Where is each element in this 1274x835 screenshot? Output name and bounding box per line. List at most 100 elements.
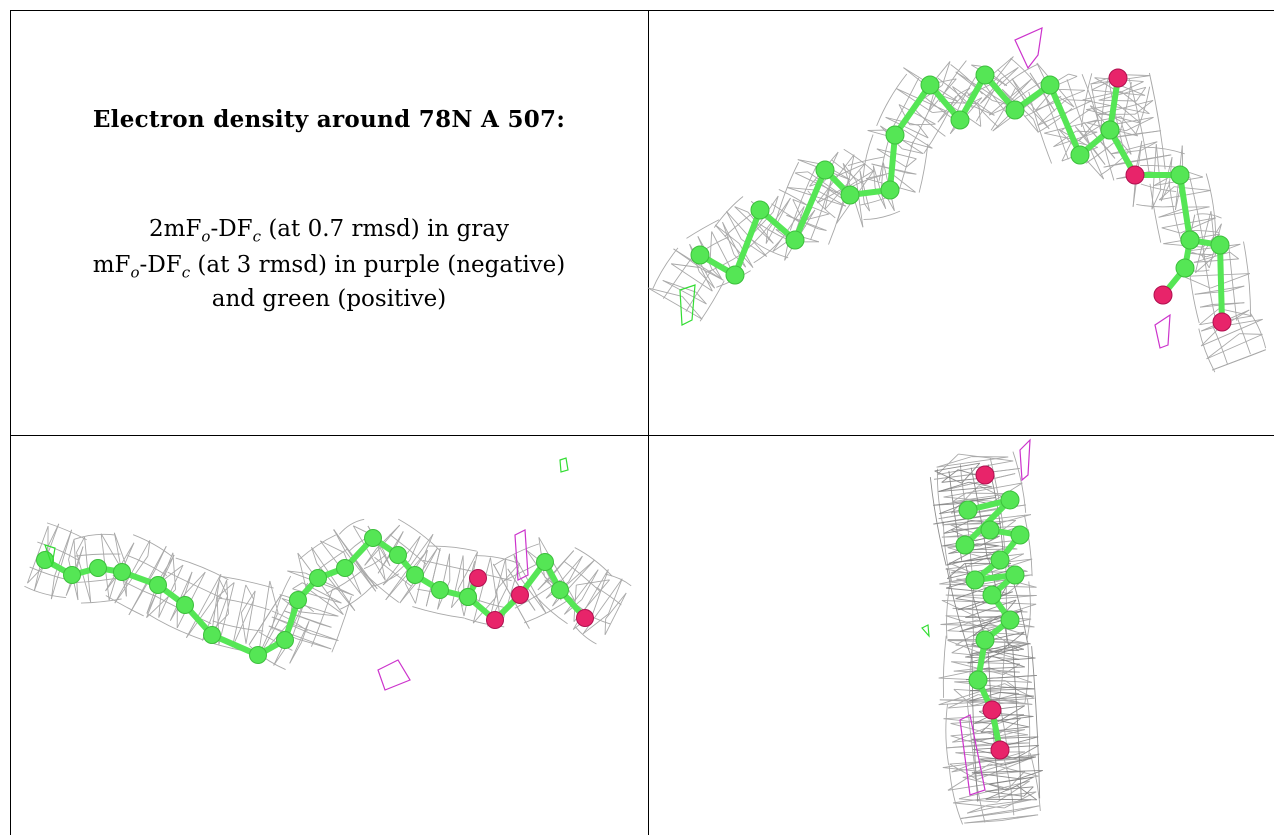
carbon-atom [276,631,294,649]
mesh-strand [1031,646,1041,799]
mesh-cross-line [248,609,272,645]
positive-density-blob [679,284,696,326]
mesh-cross-line [943,519,971,534]
table-top-border [10,10,1274,11]
mesh-cross-line [722,222,735,255]
mesh-strand [1243,241,1252,317]
mesh-cross-line [604,618,607,635]
mesh-cross-line [934,462,980,472]
mesh-strand [311,588,333,647]
mesh-cross-line [1136,87,1147,102]
carbon-atom [406,566,424,584]
mesh-cross-line [269,580,279,613]
mesh-cross-line [1003,663,1021,675]
mesh-cross-line [947,763,990,791]
mesh-cross-line [1061,141,1072,162]
mesh-cross-line [947,694,979,709]
mesh-strand [1023,514,1033,577]
carbon-atom [536,553,554,571]
carbon-atom [815,160,835,180]
mesh-cross-line [519,577,547,614]
mesh-cross-line [876,148,917,160]
mesh-strand [389,534,427,565]
mesh-cross-line [257,593,294,660]
mesh-strand [652,247,679,290]
mesh-strand [929,477,947,566]
mesh-strand [523,598,571,624]
mesh-cross-line [824,178,833,210]
mesh-strand [216,597,270,611]
mesh-cross-line [1084,136,1106,165]
mesh-strand [363,554,387,570]
mesh-cross-line [450,555,464,608]
view-bottom-left [24,457,632,691]
mesh-cross-line [802,213,830,222]
carbon-atom [880,180,900,200]
atom-group [955,465,1030,760]
mesh-cross-line [947,619,977,632]
mesh-cross-line [976,668,1020,673]
mesh-strand [970,467,988,560]
mesh-cross-line [114,555,149,604]
mesh-cross-line [1206,333,1263,360]
mesh-cross-line [863,203,870,212]
mesh-cross-line [271,594,282,610]
mesh-strand [80,598,122,604]
mesh-cross-line [562,559,595,589]
table-center-border [648,10,649,835]
mesh-strand [339,518,365,535]
mesh-cross-line [404,582,416,604]
carbon-atom [980,520,1000,540]
mesh-strand [374,556,412,587]
mesh-cross-line [76,536,85,553]
mesh-cross-line [964,814,1039,824]
mesh-cross-line [1010,686,1035,690]
positive-density-blob [44,544,56,568]
carbon-atom [1010,525,1030,545]
mesh-cross-line [496,562,521,590]
mesh-strand [105,595,144,617]
mesh-strand [175,557,229,581]
mesh-cross-line [985,798,1037,801]
carbon-atom [840,185,860,205]
mesh-cross-line [424,534,434,554]
mesh-cross-line [289,621,310,664]
mesh-cross-line [1193,251,1230,263]
mesh-cross-line [952,493,1010,503]
mesh-cross-line [1023,786,1034,797]
positive-density-blob [921,624,930,638]
mesh-cross-line [948,701,1019,709]
oxygen-atom [990,740,1010,760]
mesh-strand [146,613,203,640]
mesh-cross-line [974,715,1034,725]
mesh-cross-line [967,652,1004,664]
mesh-cross-line [965,643,1030,658]
mesh-cross-line [949,763,978,780]
mesh-cross-line [965,599,1017,618]
mesh-cross-line [933,515,983,525]
mesh-cross-line [988,776,1034,785]
mesh-strand [1003,758,1015,816]
mesh-cross-line [218,582,235,645]
carbon-atom [1040,75,1060,95]
mesh-cross-line [972,644,1010,655]
mesh-cross-line [128,570,156,616]
mesh-cross-line [709,231,713,258]
mesh-cross-line [472,557,491,624]
mesh-strand [998,638,1006,700]
mesh-cross-line [734,206,749,213]
mesh-cross-line [950,729,1025,737]
mesh-cross-line [257,580,271,658]
mesh-cross-line [952,727,986,743]
mesh-cross-line [995,712,1034,717]
mesh-cross-line [960,810,1015,819]
carbon-atom [289,591,307,609]
mesh-cross-line [953,670,1020,673]
carbon-atom [459,588,477,606]
mesh-cross-line [647,287,703,320]
mesh-cross-line [989,763,1039,777]
mesh-cross-line [988,667,1032,683]
mesh-cross-line [1068,73,1078,77]
mesh-cross-line [216,582,235,598]
mesh-cross-line [352,525,386,581]
